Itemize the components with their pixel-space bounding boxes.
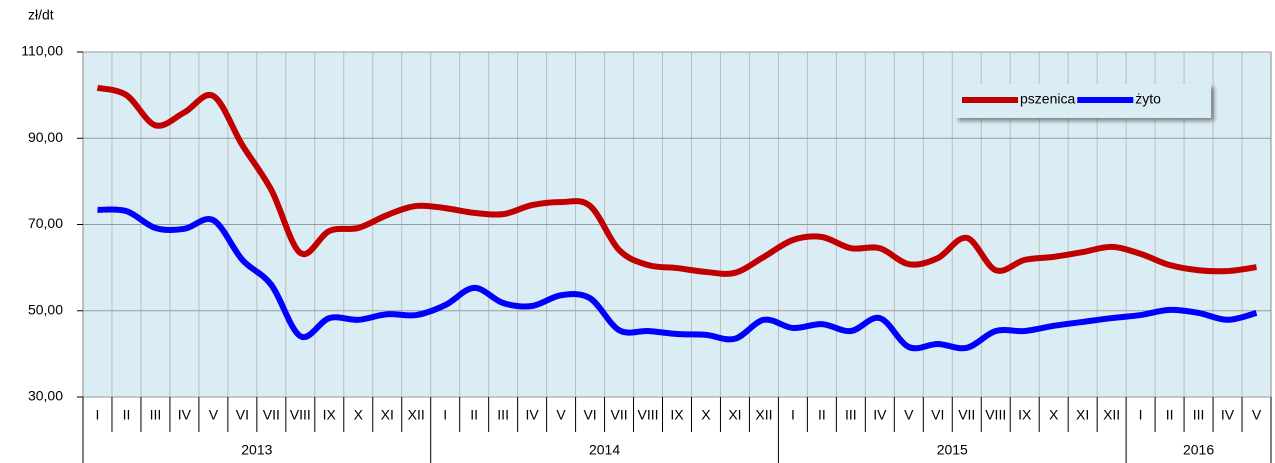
series-line: [97, 206, 1258, 352]
x-tick-label: VIII: [290, 407, 311, 423]
x-tick-label: I: [1139, 407, 1143, 423]
x-tick-label: VIII: [638, 407, 659, 423]
series-line: [96, 84, 1257, 277]
x-tick-label: VI: [931, 407, 944, 423]
x-tick-label: VII: [958, 407, 975, 423]
x-tick-label: II: [470, 407, 478, 423]
x-tick-label: VII: [263, 407, 280, 423]
x-tick-label: VI: [236, 407, 249, 423]
x-tick-label: II: [123, 407, 131, 423]
x-tick-label: XI: [728, 407, 741, 423]
x-tick-label: III: [497, 407, 509, 423]
x-tick-label: XI: [1076, 407, 1089, 423]
y-axis-label: zł/dt: [28, 7, 54, 23]
x-tick-label: IV: [1221, 407, 1235, 423]
x-tick-label: I: [96, 407, 100, 423]
x-tick-label: XII: [755, 407, 772, 423]
legend-label: żyto: [1135, 91, 1161, 107]
x-tick-label: IX: [670, 407, 684, 423]
x-tick-label: V: [556, 407, 566, 423]
x-tick-label: IX: [323, 407, 337, 423]
x-tick-label: II: [1166, 407, 1174, 423]
x-tick-label: VIII: [985, 407, 1006, 423]
x-tick-label: II: [818, 407, 826, 423]
x-tick-label: IV: [526, 407, 540, 423]
year-label: 2014: [589, 442, 620, 458]
year-label: 2016: [1183, 442, 1214, 458]
x-tick-label: I: [791, 407, 795, 423]
y-tick-label: 70,00: [28, 215, 63, 231]
year-label: 2013: [241, 442, 272, 458]
year-label: 2015: [937, 442, 968, 458]
x-tick-label: III: [1193, 407, 1205, 423]
x-tick-label: IX: [1018, 407, 1032, 423]
x-tick-label: V: [209, 407, 219, 423]
x-tick-label: XII: [408, 407, 425, 423]
x-tick-label: XI: [381, 407, 394, 423]
x-tick-label: XII: [1103, 407, 1120, 423]
x-tick-label: IV: [873, 407, 887, 423]
y-tick-label: 110,00: [21, 43, 63, 59]
y-tick-label: 50,00: [28, 301, 63, 317]
x-tick-label: V: [904, 407, 914, 423]
x-tick-label: IV: [178, 407, 192, 423]
x-tick-label: VI: [583, 407, 596, 423]
x-tick-label: VII: [610, 407, 627, 423]
x-tick-label: V: [1252, 407, 1262, 423]
x-tick-label: III: [150, 407, 162, 423]
x-tick-label: I: [443, 407, 447, 423]
x-tick-label: X: [701, 407, 711, 423]
y-tick-label: 90,00: [28, 129, 63, 145]
x-tick-label: X: [354, 407, 364, 423]
legend-label: pszenica: [1020, 91, 1075, 107]
x-tick-label: III: [845, 407, 857, 423]
y-tick-label: 30,00: [28, 388, 63, 404]
x-tick-label: X: [1049, 407, 1059, 423]
